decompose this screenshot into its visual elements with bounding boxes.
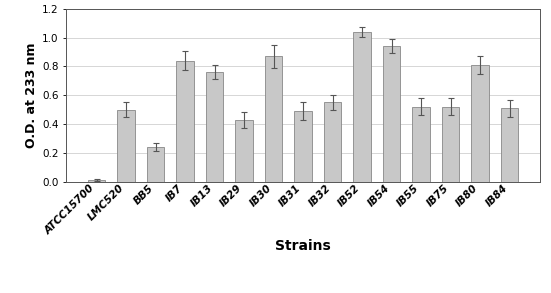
Bar <box>323 103 342 182</box>
Bar <box>206 72 223 182</box>
Bar <box>88 180 105 182</box>
Bar <box>353 32 371 182</box>
Bar <box>147 147 164 182</box>
Bar <box>383 46 401 182</box>
Bar <box>501 108 518 182</box>
Y-axis label: O.D. at 233 nm: O.D. at 233 nm <box>25 42 37 148</box>
Bar <box>412 107 430 182</box>
Bar <box>442 107 460 182</box>
Bar <box>235 120 253 182</box>
Bar <box>471 65 489 182</box>
Bar <box>117 110 135 182</box>
Bar <box>176 61 194 182</box>
Bar <box>264 56 283 182</box>
X-axis label: Strains: Strains <box>275 239 331 253</box>
Bar <box>294 111 312 182</box>
